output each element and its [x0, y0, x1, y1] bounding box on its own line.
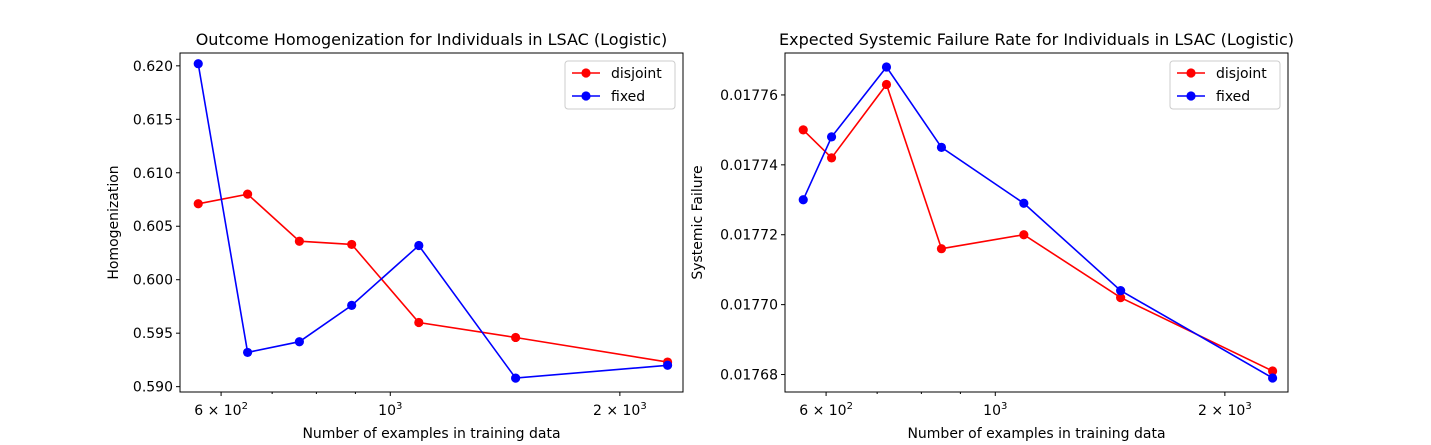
y-tick-label: 0.01772 [720, 228, 778, 244]
legend-label: fixed [1216, 89, 1250, 105]
data-point-disjoint [936, 244, 947, 254]
series-line-fixed [197, 63, 668, 379]
data-point-fixed [936, 142, 947, 152]
y-tick-label: 0.01770 [720, 298, 778, 314]
data-point-disjoint [193, 199, 203, 209]
data-point-disjoint [826, 153, 837, 163]
data-point-disjoint [1116, 293, 1126, 303]
legend: disjoint fixed [564, 60, 676, 110]
plot-frame [179, 52, 684, 393]
legend-item-disjoint: disjoint [572, 66, 662, 82]
x-tick-exponent: 3 [640, 401, 646, 412]
x-tick-base: 6 × 10 [194, 403, 241, 419]
data-point-disjoint [414, 317, 424, 328]
chart-title: Outcome Homogenization for Individuals i… [196, 30, 668, 49]
series-fixed [798, 62, 1278, 383]
y-tick-label: 0.605 [133, 219, 173, 235]
plot-frame [784, 52, 1289, 393]
legend-item-fixed: fixed [1177, 89, 1250, 105]
x-tick-exponent: 3 [396, 401, 402, 412]
data-point-fixed [511, 373, 521, 383]
legend-label: fixed [611, 89, 645, 105]
series-disjoint [798, 79, 1278, 376]
legend-label: disjoint [1216, 66, 1267, 82]
x-tick-label: 6 × 102 [799, 401, 853, 419]
legend-marker [581, 68, 591, 78]
data-point-disjoint [1267, 366, 1278, 376]
legend-label: disjoint [611, 66, 662, 82]
data-point-disjoint [242, 189, 253, 199]
x-tick-base: 6 × 10 [799, 403, 846, 419]
x-tick-label: 103 [983, 401, 1007, 419]
x-axis-label: Number of examples in training data [302, 426, 560, 441]
x-axis-label: Number of examples in training data [907, 426, 1165, 441]
x-tick-base: 10 [983, 403, 1001, 419]
y-axis-label: Homogenization [106, 165, 122, 279]
y-tick-label: 0.595 [133, 326, 173, 342]
data-point-fixed [1267, 373, 1278, 383]
y-tick-label: 0.01776 [720, 88, 778, 104]
x-tick-base: 2 × 10 [1198, 403, 1245, 419]
data-point-disjoint [294, 236, 304, 246]
data-point-fixed [242, 347, 253, 358]
legend-item-disjoint: disjoint [1177, 66, 1267, 82]
series-line-disjoint [802, 82, 1273, 372]
x-tick-base: 2 × 10 [593, 403, 640, 419]
chart-title: Expected Systemic Failure Rate for Indiv… [779, 30, 1294, 49]
data-point-fixed [294, 337, 304, 347]
y-tick-label: 0.615 [133, 112, 173, 128]
series-fixed [193, 59, 673, 383]
legend-item-fixed: fixed [572, 89, 645, 105]
y-axis-label: Systemic Failure [690, 165, 706, 279]
data-point-disjoint [798, 125, 808, 135]
y-tick-label: 0.610 [133, 166, 173, 182]
y-tick-label: 0.600 [133, 273, 173, 289]
data-point-fixed [1019, 198, 1029, 208]
data-point-fixed [347, 300, 357, 310]
x-tick-base: 10 [378, 403, 396, 419]
y-tick-label: 0.01768 [720, 368, 778, 384]
systemic-failure-chart: Expected Systemic Failure Rate for Indiv… [690, 30, 1294, 442]
homogenization-chart: Outcome Homogenization for Individuals i… [106, 30, 684, 442]
y-tick-label: 0.590 [133, 380, 173, 396]
data-point-fixed [881, 62, 892, 72]
data-point-disjoint [347, 239, 357, 250]
x-tick-exponent: 3 [1245, 401, 1251, 412]
data-point-disjoint [1019, 230, 1029, 240]
x-tick-label: 2 × 103 [593, 401, 647, 419]
y-tick-label: 0.01774 [720, 158, 778, 174]
data-point-fixed [798, 195, 808, 205]
data-point-fixed [826, 132, 837, 142]
series-line-disjoint [198, 193, 668, 363]
legend-marker [1186, 91, 1196, 101]
x-tick-label: 6 × 102 [194, 401, 248, 419]
x-tick-exponent: 3 [1001, 401, 1007, 412]
x-tick-exponent: 2 [847, 401, 853, 412]
legend: disjoint fixed [1169, 60, 1281, 110]
x-tick-label: 103 [378, 401, 402, 419]
x-tick-exponent: 2 [242, 401, 248, 412]
data-point-fixed [193, 59, 203, 69]
data-point-fixed [1116, 286, 1126, 296]
x-tick-label: 2 × 103 [1198, 401, 1252, 419]
data-point-fixed [414, 240, 424, 251]
legend-marker [1186, 68, 1196, 78]
data-point-disjoint [511, 332, 521, 343]
series-line-fixed [802, 65, 1273, 379]
series-disjoint [193, 189, 673, 367]
data-point-disjoint [881, 79, 892, 90]
y-tick-label: 0.620 [133, 59, 173, 75]
data-point-fixed [662, 360, 673, 370]
legend-marker [581, 91, 591, 101]
